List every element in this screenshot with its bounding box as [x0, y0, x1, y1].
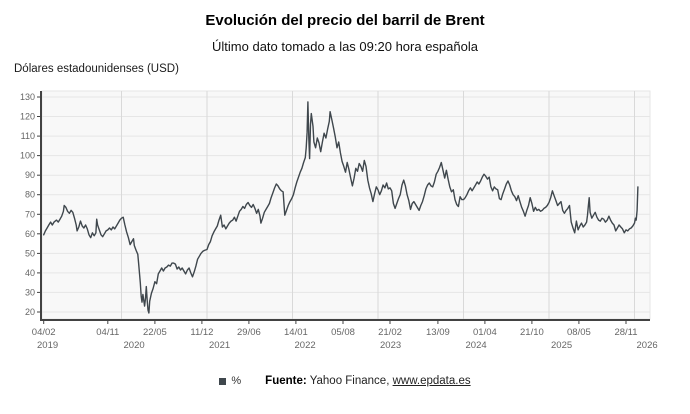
year-label: 2025 [551, 340, 572, 351]
y-tick-label: 90 [25, 170, 35, 180]
price-line-series [43, 101, 639, 314]
y-tick-label: 120 [20, 112, 35, 122]
chart-title: Evolución del precio del barril de Brent [205, 12, 485, 29]
y-axis-unit-label: Dólares estadounidenses (USD) [14, 63, 179, 75]
legend-swatch-icon [219, 377, 227, 385]
x-tick-label: 13/09 [426, 327, 450, 338]
source-line: Fuente: Yahoo Finance, www.epdata.es [265, 375, 470, 387]
year-label: 2023 [380, 340, 401, 351]
source-link[interactable]: www.epdata.es [392, 375, 471, 387]
y-tick-label: 130 [20, 92, 35, 102]
x-tick-label: 05/08 [331, 327, 355, 338]
year-label: 2020 [124, 340, 145, 351]
x-tick-label: 29/06 [237, 327, 261, 338]
x-tick-label: 21/10 [520, 327, 544, 338]
x-tick-label: 08/05 [567, 327, 591, 338]
chart-footer: % Fuente: Yahoo Finance, www.epdata.es [0, 375, 690, 387]
x-tick-label: 21/02 [378, 327, 402, 338]
year-label: 2022 [295, 340, 316, 351]
legend-item-percent[interactable]: % [219, 375, 241, 387]
y-tick-label: 20 [25, 307, 35, 317]
y-tick-label: 50 [25, 248, 35, 258]
legend-label: % [231, 375, 242, 387]
x-tick-label: 28/11 [614, 327, 637, 338]
y-tick-label: 30 [25, 287, 35, 297]
y-tick-label: 70 [25, 209, 35, 219]
y-tick-label: 60 [25, 229, 35, 239]
chart-subtitle: Último dato tomado a las 09:20 hora espa… [212, 39, 478, 54]
source-name: Yahoo Finance, [306, 375, 393, 387]
x-tick-label: 11/12 [190, 327, 213, 338]
y-tick-label: 100 [20, 151, 35, 161]
x-tick-label: 01/04 [473, 327, 497, 338]
x-tick-label: 14/01 [284, 327, 308, 338]
year-label: 2024 [466, 340, 487, 351]
x-tick-label: 04/11 [96, 327, 119, 338]
y-tick-label: 110 [21, 131, 35, 141]
y-tick-label: 80 [25, 190, 35, 200]
year-label: 2026 [637, 340, 658, 351]
x-tick-label: 22/05 [143, 327, 167, 338]
source-prefix: Fuente: [265, 375, 307, 387]
year-label: 2021 [209, 340, 230, 351]
year-label: 2019 [37, 340, 58, 351]
y-tick-label: 40 [25, 268, 35, 278]
x-tick-label: 04/02 [32, 327, 56, 338]
